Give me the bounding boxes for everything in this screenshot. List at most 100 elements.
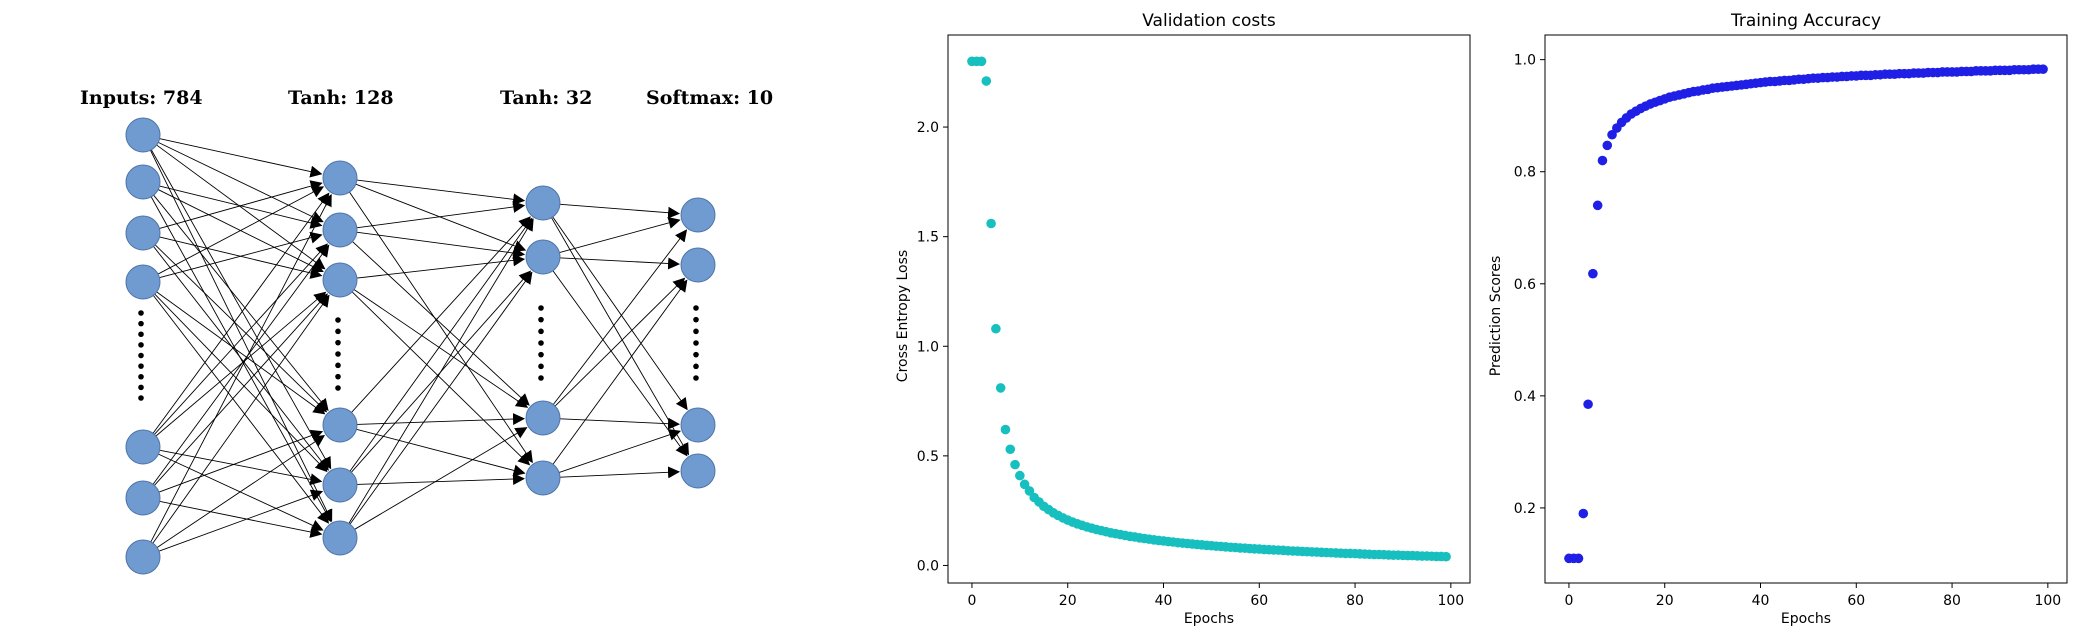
x-tick-label: 100 bbox=[1437, 593, 1464, 609]
network-edge bbox=[546, 277, 686, 415]
layer-label-output: Softmax: 10 bbox=[646, 87, 773, 109]
data-point bbox=[986, 218, 996, 229]
network-edge bbox=[146, 286, 330, 524]
x-tick-label: 60 bbox=[1847, 593, 1865, 609]
data-point bbox=[1024, 486, 1035, 496]
data-point bbox=[1592, 200, 1603, 211]
plot-frame bbox=[947, 34, 1471, 584]
neuron-node bbox=[525, 185, 561, 221]
ellipsis-dot bbox=[138, 363, 144, 369]
ellipsis-dot bbox=[138, 331, 144, 338]
network-edge bbox=[146, 293, 328, 494]
network-edge bbox=[148, 182, 323, 229]
network-edge bbox=[345, 413, 526, 426]
y-tick-label: 0.0 bbox=[917, 558, 939, 574]
network-edge bbox=[344, 283, 529, 408]
x-axis-label: Epochs bbox=[1184, 611, 1234, 627]
network-edge bbox=[345, 179, 527, 252]
data-point bbox=[1019, 479, 1030, 490]
network-edge bbox=[148, 137, 324, 223]
data-point bbox=[991, 323, 1001, 334]
network-edge bbox=[548, 466, 681, 479]
x-tick-label: 100 bbox=[2034, 593, 2061, 609]
neuron-node bbox=[525, 239, 561, 275]
ellipsis-dot bbox=[138, 373, 144, 380]
data-point bbox=[1015, 470, 1025, 481]
neuron-node bbox=[125, 117, 161, 153]
neuron-node bbox=[525, 400, 561, 436]
neuron-node bbox=[322, 520, 358, 556]
ellipsis-dot bbox=[335, 339, 341, 346]
neuron-node bbox=[125, 215, 161, 251]
y-tick-label: 1.0 bbox=[1514, 53, 1536, 69]
network-edges bbox=[145, 135, 689, 556]
x-tick-label: 20 bbox=[1059, 593, 1077, 609]
y-tick-label: 0.8 bbox=[1514, 165, 1536, 181]
ellipsis-dot bbox=[693, 351, 699, 358]
ellipsis-dot bbox=[538, 305, 544, 311]
neuron-node bbox=[525, 460, 561, 496]
network-edge bbox=[146, 294, 330, 553]
neuron-node bbox=[322, 467, 358, 503]
data-point bbox=[1578, 508, 1589, 519]
network-edge bbox=[345, 178, 526, 206]
ellipsis-dot bbox=[538, 363, 544, 370]
data-point bbox=[1010, 459, 1020, 470]
network-edge bbox=[548, 256, 681, 270]
network-edge bbox=[148, 489, 324, 556]
network-edge bbox=[546, 229, 688, 414]
ellipsis-dot bbox=[693, 305, 699, 311]
plot-frame bbox=[1544, 34, 2068, 584]
ellipsis-dot bbox=[693, 340, 699, 346]
ellipsis-dot bbox=[138, 342, 144, 348]
network-edge bbox=[343, 270, 532, 481]
ellipsis-dot bbox=[538, 316, 544, 323]
network-edge bbox=[148, 180, 323, 232]
neuron-node bbox=[125, 539, 161, 575]
chart-title: Validation costs bbox=[1142, 11, 1276, 31]
network-edge bbox=[345, 230, 526, 259]
network-edge bbox=[546, 279, 688, 474]
network-edge bbox=[147, 291, 327, 444]
network-edge bbox=[345, 254, 526, 280]
network-edge bbox=[146, 244, 330, 494]
ellipsis-dot bbox=[693, 316, 699, 323]
data-points bbox=[1564, 64, 2048, 564]
chart-title: Training Accuracy bbox=[1730, 11, 1881, 31]
y-tick-label: 0.4 bbox=[1514, 389, 1536, 405]
ellipsis-dot bbox=[335, 385, 341, 391]
data-point bbox=[1441, 551, 1451, 562]
ellipsis-dot bbox=[335, 373, 341, 380]
data-point bbox=[1000, 424, 1011, 435]
network-edge bbox=[342, 218, 534, 534]
network-nodes bbox=[125, 117, 716, 575]
neuron-node bbox=[322, 160, 358, 196]
data-point bbox=[1583, 399, 1593, 410]
network-edge bbox=[548, 429, 681, 477]
data-point bbox=[1573, 553, 1584, 564]
network-edge bbox=[145, 140, 332, 470]
y-tick-label: 1.5 bbox=[917, 230, 939, 246]
network-edge bbox=[545, 207, 689, 456]
data-point bbox=[995, 383, 1006, 393]
y-tick-label: 0.5 bbox=[917, 449, 939, 465]
ellipsis-dot bbox=[138, 384, 144, 391]
network-edge bbox=[147, 138, 326, 270]
network-edge bbox=[147, 435, 326, 555]
neuron-node bbox=[125, 429, 161, 465]
ellipsis-dot bbox=[138, 320, 144, 327]
ellipsis-dot bbox=[335, 317, 341, 323]
data-point bbox=[1588, 268, 1598, 279]
axis-ticks: 0 20 40 60 80 100 0.0 0.5 1.0 1.5 2.0 bbox=[917, 120, 1464, 609]
neuron-node bbox=[322, 212, 358, 248]
y-axis-label: Cross Entropy Loss bbox=[895, 250, 911, 382]
layer-label-inputs: Inputs: 784 bbox=[80, 87, 203, 109]
y-tick-label: 0.2 bbox=[1514, 501, 1536, 517]
neuron-node bbox=[680, 197, 716, 233]
network-edge bbox=[548, 217, 681, 256]
network-edge bbox=[146, 243, 328, 443]
neuron-node bbox=[125, 164, 161, 200]
data-point bbox=[1005, 444, 1016, 455]
ellipsis-dot bbox=[138, 395, 144, 401]
network-edge bbox=[146, 192, 330, 443]
